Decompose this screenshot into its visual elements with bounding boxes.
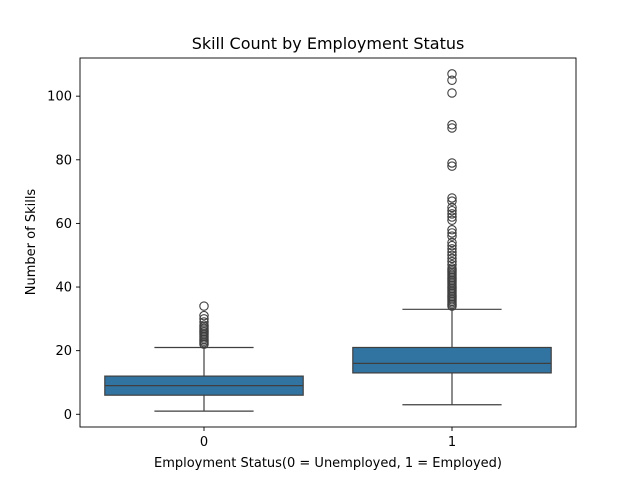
outlier-point bbox=[447, 247, 457, 257]
y-axis-label: Number of Skills bbox=[24, 189, 39, 296]
outlier-point bbox=[447, 161, 457, 171]
outlier-point bbox=[199, 317, 209, 327]
chart-title: Skill Count by Employment Status bbox=[192, 34, 465, 53]
outlier-point bbox=[447, 202, 457, 213]
outlier-point bbox=[199, 301, 209, 311]
box-group-0 bbox=[104, 301, 304, 412]
outlier-point bbox=[447, 69, 457, 79]
x-tick-label: 0 bbox=[200, 435, 208, 450]
x-axis-label: Employment Status(0 = Unemployed, 1 = Em… bbox=[154, 456, 502, 471]
outlier-point bbox=[447, 228, 457, 238]
box-iqr bbox=[352, 346, 552, 374]
outlier-point bbox=[447, 196, 457, 206]
outlier-point bbox=[447, 237, 457, 248]
outlier-point bbox=[447, 88, 457, 98]
outlier-point bbox=[199, 310, 209, 321]
outlier-point bbox=[447, 193, 457, 203]
outlier-point bbox=[447, 263, 457, 273]
outlier-point bbox=[447, 256, 457, 267]
outlier-point bbox=[447, 225, 457, 235]
outlier-point bbox=[447, 120, 457, 130]
outlier-point bbox=[447, 253, 457, 264]
y-tick-label: 60 bbox=[55, 217, 72, 232]
axes-frame bbox=[79, 57, 577, 428]
outlier-point bbox=[447, 209, 457, 219]
outlier-point bbox=[447, 75, 457, 86]
y-tick-label: 100 bbox=[47, 90, 72, 105]
outlier-point bbox=[447, 158, 457, 168]
outlier-point bbox=[447, 244, 457, 254]
y-tick-label: 20 bbox=[55, 344, 72, 359]
outlier-point bbox=[447, 250, 457, 260]
outlier-point bbox=[447, 260, 457, 270]
outlier-point bbox=[199, 320, 209, 330]
y-tick-label: 40 bbox=[55, 281, 72, 296]
x-tick-label: 1 bbox=[448, 435, 456, 450]
outlier-point bbox=[447, 231, 457, 241]
y-tick-label: 80 bbox=[55, 153, 72, 168]
outlier-point bbox=[447, 212, 457, 222]
outlier-point bbox=[447, 205, 457, 216]
box-group-1 bbox=[352, 69, 552, 406]
outlier-point bbox=[447, 240, 457, 251]
outlier-point bbox=[199, 314, 209, 324]
outlier-point bbox=[447, 123, 457, 133]
y-tick-label: 0 bbox=[64, 408, 72, 423]
y-axis: 0 20 40 60 80 100 bbox=[47, 90, 80, 423]
outlier-point bbox=[447, 215, 457, 225]
plot-area bbox=[104, 69, 552, 412]
